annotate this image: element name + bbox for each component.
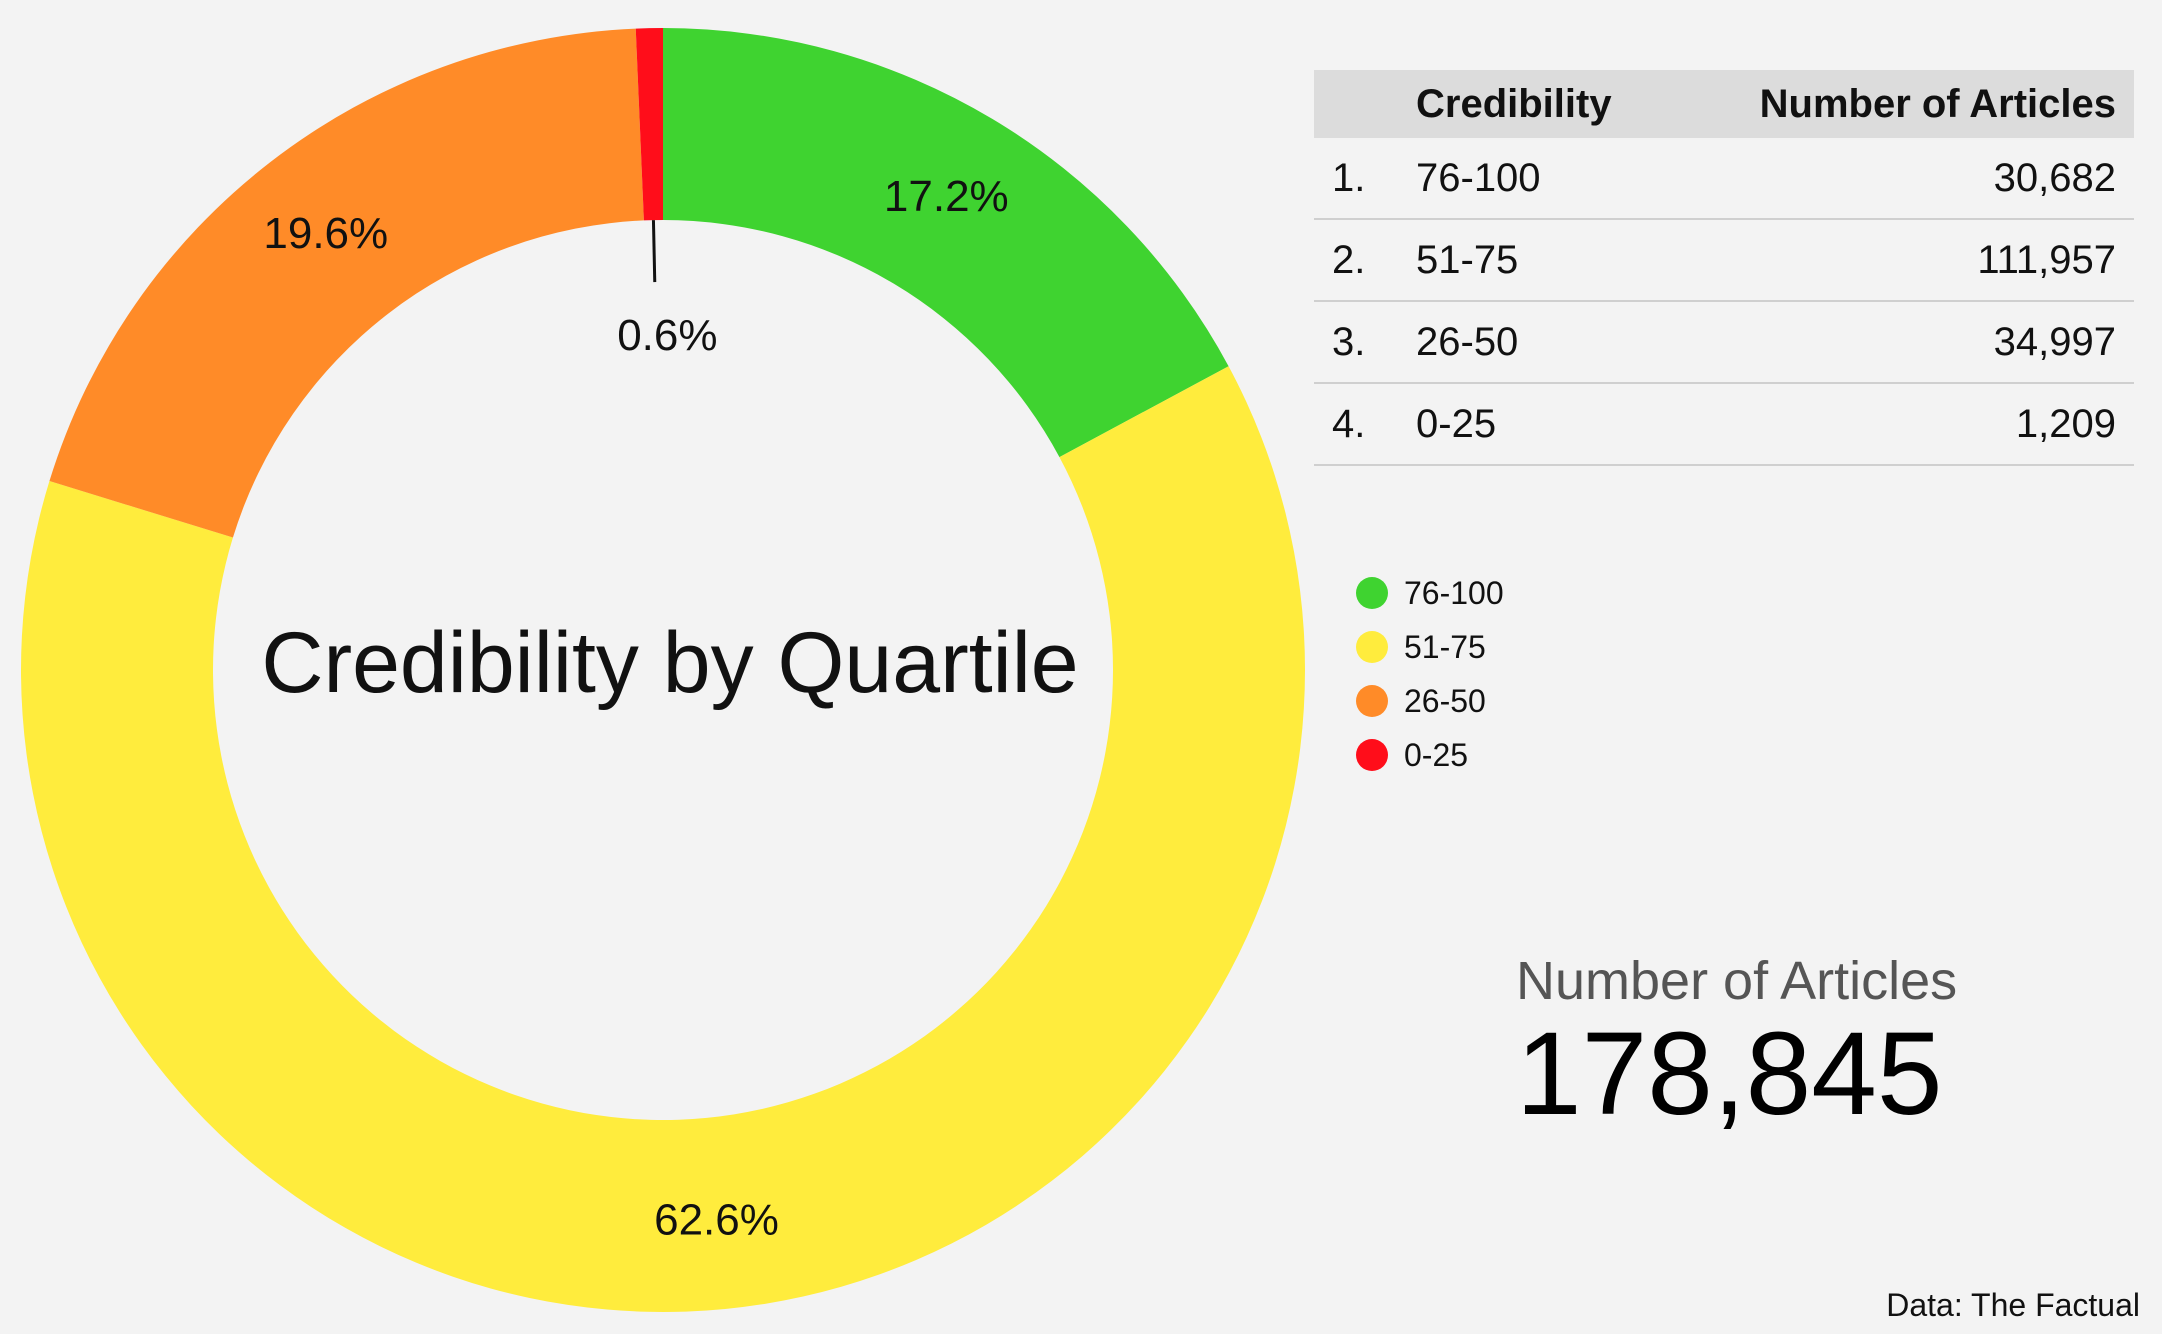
legend-swatch [1356, 739, 1388, 771]
kpi-value: 178,845 [1516, 1008, 1943, 1140]
table-row: 4. 0-25 1,209 [1314, 383, 2134, 466]
row-credibility: 0-25 [1398, 383, 1714, 466]
table-row: 1. 76-100 30,682 [1314, 138, 2134, 220]
table-row: 2. 51-75 111,957 [1314, 219, 2134, 302]
row-rank: 1. [1314, 138, 1398, 220]
table-header-number: Number of Articles [1714, 70, 2134, 138]
row-credibility: 76-100 [1398, 138, 1714, 220]
legend-swatch [1356, 577, 1388, 609]
row-count: 1,209 [1714, 383, 2134, 466]
donut-slices [20, 28, 1305, 1313]
table-header-row: Credibility Number of Articles [1314, 70, 2134, 138]
legend-item: 51-75 [1356, 620, 1504, 674]
table-row: 3. 26-50 34,997 [1314, 301, 2134, 384]
row-rank: 2. [1314, 219, 1398, 302]
slice-label: 0.6% [617, 311, 717, 360]
small-slice-leader-line [651, 220, 657, 283]
row-count: 111,957 [1714, 219, 2134, 302]
chart-title: Credibility by Quartile [261, 615, 1078, 711]
legend-label: 26-50 [1404, 682, 1486, 719]
legend-item: 0-25 [1356, 728, 1504, 782]
donut-labels: 17.2% 62.6% 19.6% 0.6% [263, 172, 1008, 1244]
kpi-label: Number of Articles [1516, 951, 1958, 1011]
row-rank: 4. [1314, 383, 1398, 466]
slice-label: 17.2% [884, 172, 1009, 221]
credibility-table: Credibility Number of Articles 1. 76-100… [1314, 70, 2134, 466]
legend-item: 26-50 [1356, 674, 1504, 728]
legend-item: 76-100 [1356, 566, 1504, 620]
legend-label: 76-100 [1404, 574, 1504, 611]
slice-label: 19.6% [263, 209, 388, 258]
slice-label: 62.6% [654, 1195, 779, 1244]
row-credibility: 51-75 [1398, 219, 1714, 302]
chart-legend: 76-100 51-75 26-50 0-25 [1356, 566, 1504, 782]
row-credibility: 26-50 [1398, 301, 1714, 384]
row-rank: 3. [1314, 301, 1398, 384]
total-articles-kpi: Number of Articles 178,845 [1516, 950, 1957, 1142]
donut-chart: 17.2% 62.6% 19.6% 0.6% Credibility by Quart… [20, 28, 1305, 1313]
table-header-rank [1314, 70, 1398, 138]
donut-slice-26-50 [49, 28, 644, 538]
legend-label: 0-25 [1404, 736, 1469, 773]
table-header-credibility: Credibility [1398, 70, 1714, 138]
legend-swatch [1356, 631, 1388, 663]
donut-slice-51-75 [20, 366, 1305, 1313]
legend-swatch [1356, 685, 1388, 717]
data-source: Data: The Factual [1886, 1287, 2140, 1323]
row-count: 30,682 [1714, 138, 2134, 220]
donut-slice-0-25 [635, 28, 663, 221]
legend-label: 51-75 [1404, 628, 1486, 665]
row-count: 34,997 [1714, 301, 2134, 384]
donut-slice-76-100 [663, 28, 1229, 458]
